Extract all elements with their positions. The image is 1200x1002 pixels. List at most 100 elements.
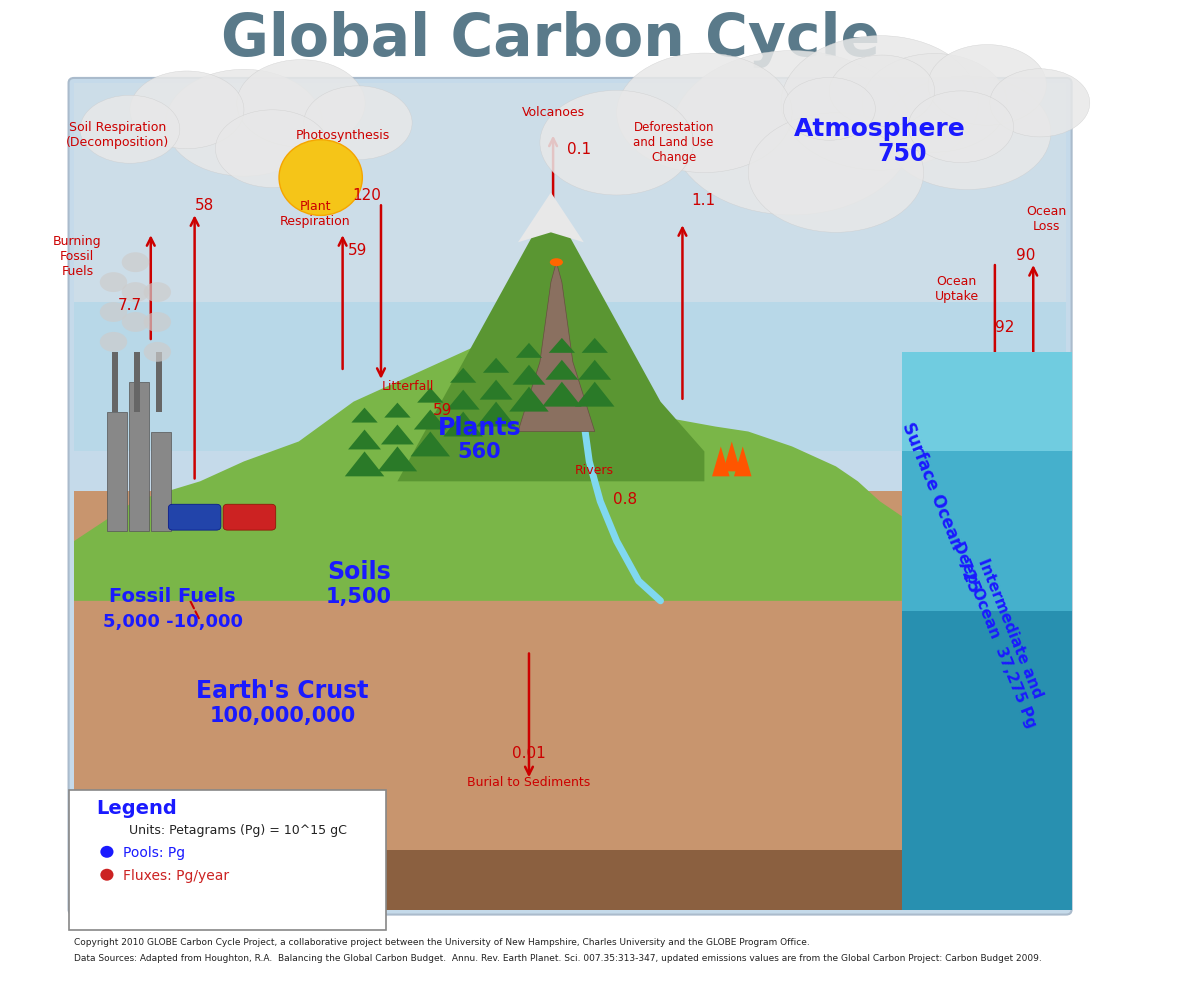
Bar: [74, 84, 1066, 303]
Circle shape: [101, 846, 114, 858]
Ellipse shape: [144, 343, 172, 363]
Ellipse shape: [749, 113, 924, 233]
Ellipse shape: [617, 54, 792, 173]
Text: 59: 59: [432, 402, 452, 417]
Ellipse shape: [80, 96, 180, 164]
Text: 7.7: 7.7: [118, 298, 142, 313]
Polygon shape: [352, 408, 378, 423]
Polygon shape: [724, 442, 740, 472]
Text: Deforestation
and Land Use
Change: Deforestation and Land Use Change: [634, 120, 714, 163]
Text: 100,000,000: 100,000,000: [209, 705, 355, 725]
Text: Photosynthesis: Photosynthesis: [295, 128, 390, 141]
Text: Soil Respiration
(Decomposition): Soil Respiration (Decomposition): [66, 120, 169, 148]
Text: Legend: Legend: [96, 799, 176, 818]
PathPatch shape: [74, 343, 901, 601]
Bar: [901, 353, 1072, 452]
Polygon shape: [482, 359, 509, 374]
Bar: [156, 353, 162, 412]
Ellipse shape: [236, 60, 365, 148]
Polygon shape: [410, 432, 450, 457]
PathPatch shape: [518, 193, 583, 243]
Polygon shape: [384, 403, 410, 418]
Ellipse shape: [550, 259, 563, 267]
Ellipse shape: [216, 110, 330, 188]
Bar: [113, 353, 118, 412]
Circle shape: [280, 140, 362, 216]
Bar: [74, 303, 1066, 452]
Polygon shape: [348, 430, 380, 450]
PathPatch shape: [518, 263, 595, 432]
Polygon shape: [578, 361, 611, 381]
Bar: [901, 611, 1072, 910]
Text: Soils: Soils: [328, 559, 391, 583]
Bar: [107, 412, 127, 532]
Polygon shape: [516, 344, 542, 359]
PathPatch shape: [397, 203, 704, 482]
Ellipse shape: [304, 87, 412, 160]
Ellipse shape: [990, 70, 1090, 137]
Polygon shape: [575, 383, 614, 407]
Text: Plant
Respiration: Plant Respiration: [280, 200, 350, 228]
FancyBboxPatch shape: [68, 79, 1072, 915]
Text: Global Carbon Cycle: Global Carbon Cycle: [221, 11, 881, 67]
Text: 90: 90: [1016, 247, 1036, 263]
Ellipse shape: [121, 313, 149, 333]
Text: 1,500: 1,500: [326, 586, 392, 606]
Bar: [134, 353, 140, 412]
Bar: [151, 432, 170, 532]
Bar: [901, 353, 1072, 910]
Polygon shape: [546, 361, 578, 381]
Text: Copyright 2010 GLOBE Carbon Cycle Project, a collaborative project between the U: Copyright 2010 GLOBE Carbon Cycle Projec…: [74, 937, 810, 946]
Text: Surface Ocean  725: Surface Ocean 725: [899, 419, 984, 594]
Text: 0.8: 0.8: [613, 492, 637, 507]
Ellipse shape: [144, 283, 172, 303]
Polygon shape: [446, 391, 480, 410]
Ellipse shape: [144, 313, 172, 333]
Bar: [74, 850, 1066, 910]
FancyBboxPatch shape: [74, 492, 1066, 910]
Ellipse shape: [100, 273, 127, 293]
Polygon shape: [509, 388, 548, 412]
Polygon shape: [444, 412, 482, 437]
Text: Litterfall: Litterfall: [383, 380, 434, 393]
Text: Ocean
Uptake: Ocean Uptake: [935, 275, 978, 303]
Ellipse shape: [781, 37, 978, 171]
Text: Plants: Plants: [438, 415, 522, 439]
Polygon shape: [712, 447, 730, 477]
Ellipse shape: [121, 253, 149, 273]
Ellipse shape: [928, 45, 1046, 126]
Ellipse shape: [130, 72, 244, 149]
Text: Burial to Sediments: Burial to Sediments: [467, 776, 590, 789]
Ellipse shape: [884, 77, 1051, 190]
Text: 750: 750: [877, 141, 926, 165]
Bar: [128, 383, 149, 532]
Polygon shape: [450, 369, 476, 384]
Ellipse shape: [121, 283, 149, 303]
Ellipse shape: [784, 78, 875, 141]
Ellipse shape: [540, 91, 694, 195]
Text: 0.01: 0.01: [512, 745, 546, 761]
Ellipse shape: [124, 791, 254, 850]
FancyBboxPatch shape: [68, 791, 386, 930]
Polygon shape: [418, 389, 444, 403]
Polygon shape: [344, 452, 384, 477]
Text: Intermediate and
Deep Ocean  37,275 Pg: Intermediate and Deep Ocean 37,275 Pg: [950, 533, 1055, 729]
Polygon shape: [734, 447, 751, 477]
Text: Earth's Crust: Earth's Crust: [196, 678, 368, 702]
Polygon shape: [476, 402, 516, 427]
Ellipse shape: [829, 56, 935, 127]
Text: 92: 92: [995, 320, 1014, 335]
FancyBboxPatch shape: [168, 505, 221, 531]
Text: Burning
Fossil
Fuels: Burning Fossil Fuels: [53, 234, 102, 278]
FancyBboxPatch shape: [223, 505, 276, 531]
Ellipse shape: [166, 70, 323, 177]
Ellipse shape: [863, 54, 1007, 153]
Ellipse shape: [908, 92, 1014, 163]
Polygon shape: [480, 381, 512, 400]
Text: 120: 120: [352, 188, 380, 203]
Polygon shape: [378, 447, 418, 472]
Text: Volcanoes: Volcanoes: [522, 105, 584, 118]
Polygon shape: [582, 339, 608, 354]
Text: 1.1: 1.1: [691, 193, 715, 208]
Text: Units: Petagrams (Pg) = 10^15 gC: Units: Petagrams (Pg) = 10^15 gC: [128, 824, 347, 837]
